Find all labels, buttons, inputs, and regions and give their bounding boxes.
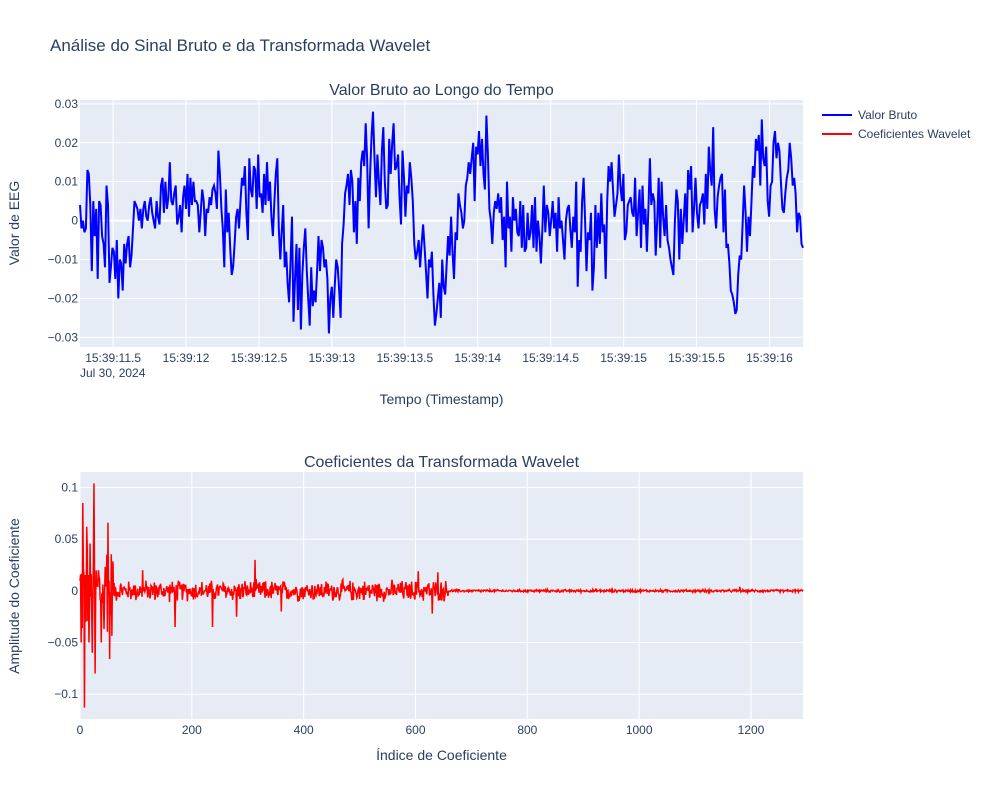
x-tick-label: 15:39:16 bbox=[746, 351, 793, 365]
x-tick-label: 600 bbox=[405, 723, 425, 737]
x-tick-label: 1200 bbox=[738, 723, 765, 737]
x-tick-label: 15:39:13 bbox=[309, 351, 356, 365]
x-tick-label: 15:39:15 bbox=[600, 351, 647, 365]
y-tick-label: 0 bbox=[71, 214, 78, 228]
wavelet-x-tick-labels: 0 200 400 600 800 1000 1200 bbox=[77, 723, 765, 737]
raw-signal-line bbox=[79, 111, 804, 334]
x-tick-label: 15:39:14.5 bbox=[522, 351, 579, 365]
x-tick-label: 800 bbox=[517, 723, 537, 737]
wavelet-x-axis-title: Índice de Coeficiente bbox=[376, 747, 507, 763]
x-tick-label: 400 bbox=[294, 723, 314, 737]
y-tick-label: −0.05 bbox=[48, 636, 79, 650]
x-tick-label: 200 bbox=[182, 723, 202, 737]
y-tick-label: −0.03 bbox=[48, 330, 79, 344]
wavelet-y-tick-labels: 0.1 0.05 0 −0.05 −0.1 bbox=[48, 481, 79, 702]
y-tick-label: 0.05 bbox=[55, 532, 79, 546]
legend-label-wavelet[interactable]: Coeficientes Wavelet bbox=[858, 127, 971, 141]
y-tick-label: −0.02 bbox=[48, 291, 79, 305]
raw-chart-title: Valor Bruto ao Longo do Tempo bbox=[329, 82, 554, 99]
y-tick-label: 0 bbox=[71, 584, 78, 598]
wavelet-y-axis-title: Amplitude do Coeficiente bbox=[6, 518, 22, 674]
raw-x-axis-title: Tempo (Timestamp) bbox=[380, 391, 504, 407]
y-tick-label: 0.02 bbox=[55, 136, 79, 150]
wavelet-chart[interactable]: 0 200 400 600 800 1000 1200 0.10.050−0.05−0.1 … bbox=[6, 454, 804, 763]
x-tick-label: 15:39:13.5 bbox=[376, 351, 433, 365]
legend-label-raw[interactable]: Valor Bruto bbox=[858, 108, 917, 122]
x-tick-label: 15:39:15.5 bbox=[668, 351, 725, 365]
x-tick-label: 15:39:14 bbox=[454, 351, 501, 365]
raw-x-date-label: Jul 30, 2024 bbox=[80, 366, 146, 380]
legend[interactable]: Valor Bruto Coeficientes Wavelet bbox=[822, 108, 971, 141]
x-tick-label: 15:39:12 bbox=[163, 351, 210, 365]
raw-signal-chart[interactable]: 15:39:11.5 15:39:12 15:39:12.5 15:39:13 15:3… bbox=[6, 82, 804, 407]
x-tick-label: 0 bbox=[77, 723, 84, 737]
wavelet-coefficients-line bbox=[79, 483, 804, 708]
y-tick-label: −0.01 bbox=[48, 252, 79, 266]
x-tick-label: 1000 bbox=[626, 723, 653, 737]
x-tick-label: 15:39:12.5 bbox=[231, 351, 288, 365]
y-tick-label: 0.1 bbox=[61, 481, 78, 495]
raw-y-tick-labels: 0.03 0.02 0.01 0 −0.01 −0.02 −0.03 bbox=[48, 97, 79, 344]
y-tick-label: 0.01 bbox=[55, 175, 79, 189]
figure-title: Análise do Sinal Bruto e da Transformada… bbox=[50, 36, 430, 55]
y-tick-label: 0.03 bbox=[55, 97, 79, 111]
y-tick-label: −0.1 bbox=[54, 687, 78, 701]
x-tick-label: 15:39:11.5 bbox=[85, 351, 141, 365]
raw-y-axis-title: Valor de EEG bbox=[6, 181, 22, 266]
wavelet-chart-title: Coeficientes da Transformada Wavelet bbox=[304, 454, 580, 471]
raw-x-tick-labels: 15:39:11.5 15:39:12 15:39:12.5 15:39:13 15:3… bbox=[85, 351, 793, 365]
